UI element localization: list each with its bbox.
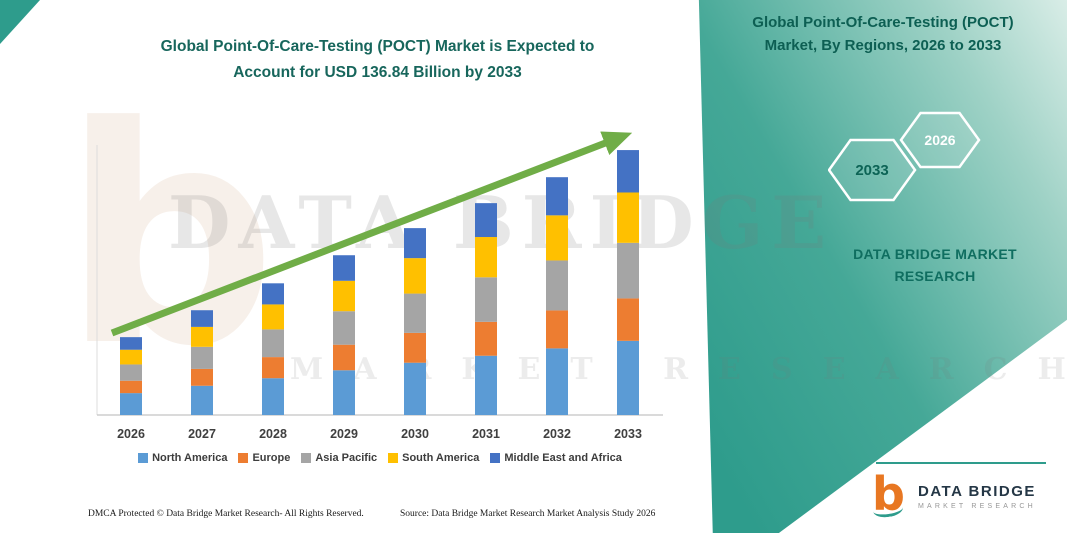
bar-segment-2031-middle-east-and-africa bbox=[475, 203, 497, 238]
legend-item-europe: Europe bbox=[238, 452, 290, 464]
bar-segment-2027-south-america bbox=[191, 326, 213, 347]
bar-segment-2026-europe bbox=[120, 380, 142, 394]
legend-swatch-icon bbox=[138, 453, 149, 463]
bar-segment-2032-south-america bbox=[546, 215, 568, 261]
legend-label: South America bbox=[402, 452, 480, 464]
bar-segment-2032-middle-east-and-africa bbox=[546, 177, 568, 216]
year-hexagons: 2033 2026 bbox=[828, 111, 981, 202]
hexagon-2033-label: 2033 bbox=[855, 162, 888, 179]
legend-swatch-icon bbox=[388, 453, 399, 463]
legend-label: Middle East and Africa bbox=[504, 452, 622, 464]
bar-segment-2028-north-america bbox=[262, 378, 284, 415]
logo-subtitle: MARKET RESEARCH bbox=[918, 502, 1036, 510]
x-axis-label-2033: 2033 bbox=[614, 427, 642, 441]
legend-label: Asia Pacific bbox=[315, 452, 378, 464]
legend-item-middle-east-and-africa: Middle East and Africa bbox=[490, 452, 622, 464]
bar-segment-2029-south-america bbox=[333, 280, 355, 312]
bar-segment-2030-europe bbox=[404, 332, 426, 363]
x-axis-labels: 2026 2027 2028 2029 2030 2031 2032 2033 bbox=[117, 427, 642, 441]
bar-segment-2032-europe bbox=[546, 310, 568, 349]
stacked-bar-chart: 2026 2027 2028 2029 2030 2031 2032 2033 bbox=[96, 131, 663, 441]
legend-swatch-icon bbox=[301, 453, 312, 463]
bar-segment-2032-asia-pacific bbox=[546, 260, 568, 311]
footer-logo: b DATA BRIDGE MARKET RESEARCH bbox=[872, 471, 1036, 520]
bar-segment-2030-south-america bbox=[404, 258, 426, 294]
bar-segment-2033-asia-pacific bbox=[617, 242, 639, 299]
side-panel-brand-line1: DATA BRIDGE MARKET bbox=[853, 246, 1017, 262]
bar-segment-2028-asia-pacific bbox=[262, 329, 284, 358]
legend-swatch-icon bbox=[238, 453, 249, 463]
bar-segment-2031-south-america bbox=[475, 237, 497, 278]
legend-item-north-america: North America bbox=[138, 452, 227, 464]
bar-segment-2031-europe bbox=[475, 321, 497, 356]
bar-segment-2027-middle-east-and-africa bbox=[191, 310, 213, 327]
bar-segment-2033-middle-east-and-africa bbox=[617, 150, 639, 193]
bar-segment-2026-asia-pacific bbox=[120, 364, 142, 381]
logo-b-icon: b bbox=[872, 471, 910, 520]
bar-segment-2029-middle-east-and-africa bbox=[333, 255, 355, 281]
bar-segment-2027-north-america bbox=[191, 385, 213, 415]
bar-segment-2032-north-america bbox=[546, 348, 568, 415]
bar-segment-2031-north-america bbox=[475, 355, 497, 415]
legend-swatch-icon bbox=[490, 453, 501, 463]
bar-segment-2029-europe bbox=[333, 344, 355, 371]
bar-segment-2029-asia-pacific bbox=[333, 311, 355, 345]
bar-segment-2031-asia-pacific bbox=[475, 277, 497, 322]
bar-segment-2029-north-america bbox=[333, 370, 355, 415]
legend-label: Europe bbox=[252, 452, 291, 464]
chart-legend: North America Europe Asia Pacific South Ame… bbox=[85, 452, 675, 464]
bar-segment-2026-north-america bbox=[120, 393, 142, 415]
side-panel-brand: DATA BRIDGE MARKET RESEARCH bbox=[795, 244, 1067, 287]
bar-segment-2028-south-america bbox=[262, 304, 284, 330]
footer-divider bbox=[876, 462, 1046, 464]
x-axis-label-2031: 2031 bbox=[472, 427, 500, 441]
bar-segment-2033-north-america bbox=[617, 340, 639, 415]
bar-segment-2033-south-america bbox=[617, 192, 639, 243]
bar-segment-2033-europe bbox=[617, 298, 639, 341]
x-axis-label-2030: 2030 bbox=[401, 427, 429, 441]
legend-item-asia-pacific: Asia Pacific bbox=[301, 452, 377, 464]
x-axis-label-2026: 2026 bbox=[117, 427, 145, 441]
hexagon-2033 bbox=[828, 138, 917, 202]
legend-label: North America bbox=[152, 452, 228, 464]
bar-segment-2026-middle-east-and-africa bbox=[120, 337, 142, 350]
chart-title-line2: Account for USD 136.84 Billion by 2033 bbox=[233, 64, 522, 82]
bar-segment-2026-south-america bbox=[120, 349, 142, 365]
x-axis-label-2032: 2032 bbox=[543, 427, 571, 441]
x-axis-label-2028: 2028 bbox=[259, 427, 287, 441]
chart-title-line1: Global Point-Of-Care-Testing (POCT) Mark… bbox=[160, 38, 595, 55]
logo-name: DATA BRIDGE bbox=[918, 482, 1036, 500]
corner-accent-triangle bbox=[0, 0, 40, 44]
hexagon-2026 bbox=[899, 111, 981, 169]
legend-item-south-america: South America bbox=[388, 452, 479, 464]
bar-segment-2030-north-america bbox=[404, 362, 426, 415]
trend-arrow bbox=[110, 131, 633, 337]
bars-layer bbox=[120, 150, 639, 415]
bar-segment-2027-europe bbox=[191, 368, 213, 386]
bar-segment-2030-asia-pacific bbox=[404, 293, 426, 333]
bar-segment-2030-middle-east-and-africa bbox=[404, 228, 426, 259]
logo-text: DATA BRIDGE MARKET RESEARCH bbox=[918, 483, 1036, 510]
x-axis-label-2027: 2027 bbox=[188, 427, 216, 441]
side-panel-title: Global Point-Of-Care-Testing (POCT) Mark… bbox=[752, 14, 1014, 54]
x-axis-label-2029: 2029 bbox=[330, 427, 358, 441]
source-note: Source: Data Bridge Market Research Mark… bbox=[400, 509, 656, 519]
bar-segment-2028-middle-east-and-africa bbox=[262, 283, 284, 305]
chart-title: Global Point-Of-Care-Testing (POCT) Mark… bbox=[105, 34, 650, 87]
side-panel-brand-line2: RESEARCH bbox=[894, 267, 976, 284]
dmca-notice: DMCA Protected © Data Bridge Market Rese… bbox=[88, 509, 364, 519]
logo-b-letter: b bbox=[872, 467, 905, 521]
bar-segment-2027-asia-pacific bbox=[191, 346, 213, 369]
bar-segment-2028-europe bbox=[262, 357, 284, 379]
hexagon-2026-label: 2026 bbox=[924, 132, 955, 148]
